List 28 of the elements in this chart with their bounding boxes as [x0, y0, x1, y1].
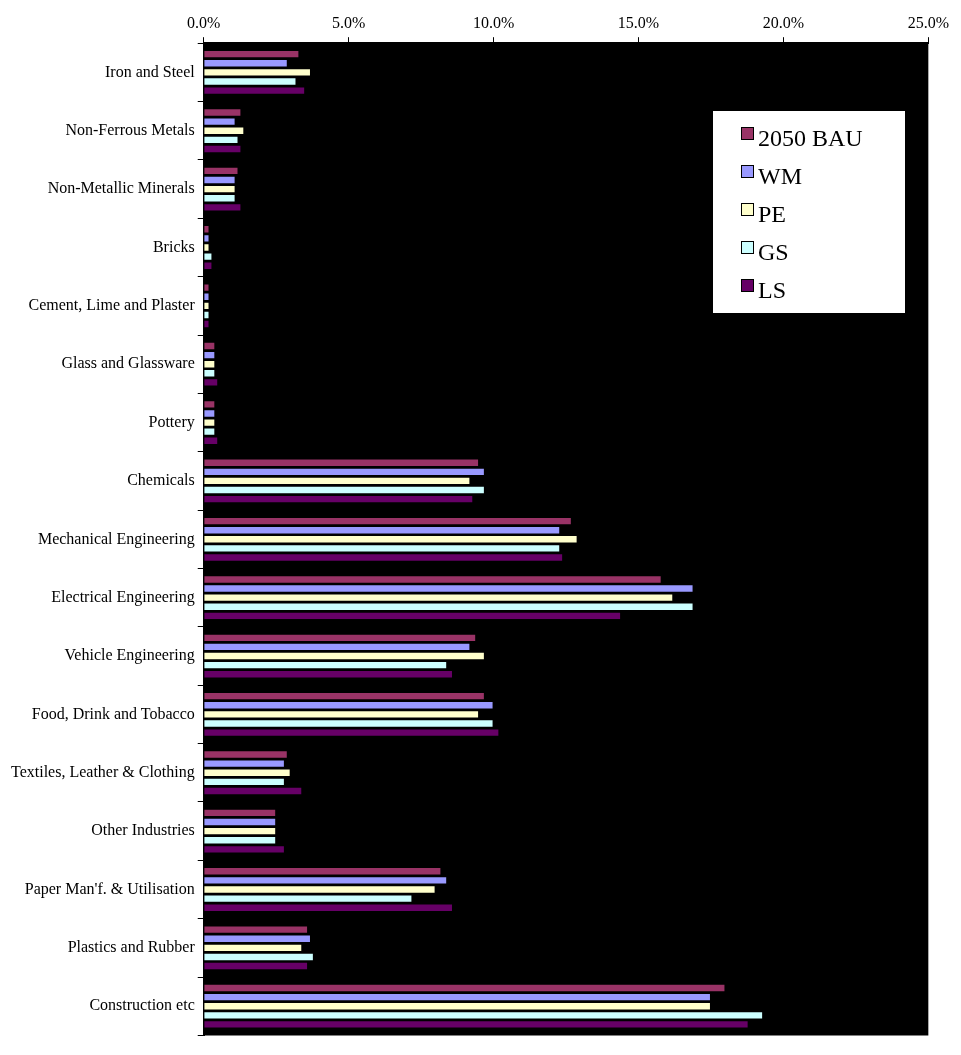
x-tick-label: 20.0% [762, 13, 805, 31]
y-tick-label: Other Industries [91, 821, 195, 839]
y-tick-label: Pottery [148, 412, 195, 431]
y-tick-label: Cement, Lime and Plaster [28, 296, 196, 314]
x-tick-label: 10.0% [472, 13, 515, 31]
legend-label: 2050 BAU [758, 124, 863, 152]
y-tick-label: Glass and Glassware [61, 354, 195, 372]
y-tick-label: Mechanical Engineering [37, 529, 195, 548]
y-tick-label: Iron and Steel [104, 62, 196, 80]
x-tick-label: 15.0% [617, 13, 660, 31]
x-tick-label: 5.0% [331, 13, 366, 31]
y-tick-label: Paper Man'f. & Utilisation [24, 879, 195, 898]
legend-label: GS [758, 238, 789, 266]
x-tick-label: 25.0% [907, 13, 949, 31]
y-tick-label: Vehicle Engineering [64, 646, 195, 665]
legend-label: PE [758, 200, 787, 228]
y-tick-label: Non-Metallic Minerals [47, 179, 195, 197]
legend-label: WM [758, 162, 802, 190]
y-tick-label: Construction etc [89, 996, 195, 1014]
y-tick-label: Bricks [152, 237, 195, 255]
y-tick-label: Textiles, Leather & Clothing [10, 762, 195, 781]
y-tick-label: Food, Drink and Tobacco [31, 704, 195, 722]
y-tick-label: Non-Ferrous Metals [65, 120, 195, 138]
y-tick-label: Electrical Engineering [51, 587, 195, 606]
legend-label: LS [758, 276, 787, 304]
x-tick-label: 0.0% [187, 13, 221, 31]
y-tick-label: Chemicals [127, 471, 195, 489]
y-tick-label: Plastics and Rubber [67, 938, 196, 956]
